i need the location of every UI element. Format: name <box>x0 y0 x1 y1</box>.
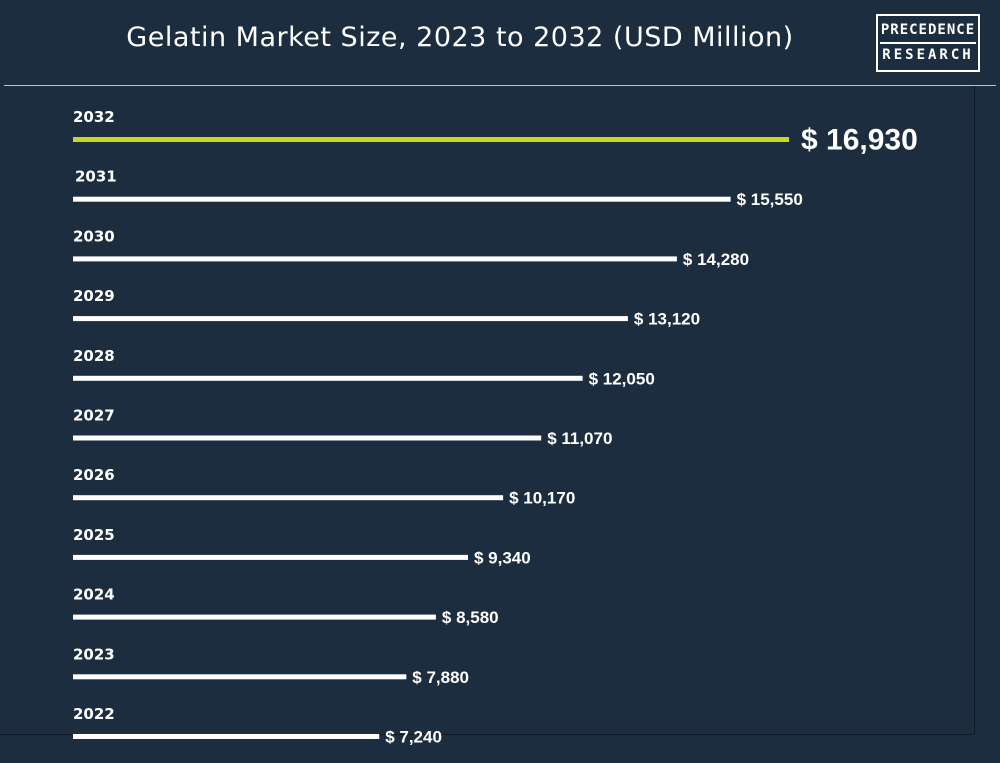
year-label-2029: 2029 <box>73 287 115 305</box>
logo-divider <box>880 42 976 44</box>
value-label-2030: $ 14,280 <box>683 250 749 269</box>
value-label-2025: $ 9,340 <box>474 548 531 567</box>
year-label-2027: 2027 <box>73 407 115 425</box>
value-label-2028: $ 12,050 <box>589 369 655 388</box>
logo-line-1: PRECEDENCE <box>880 22 976 38</box>
frame-bottom-edge <box>0 734 975 735</box>
bar-2024 <box>73 614 436 620</box>
value-label-2031: $ 15,550 <box>737 190 803 209</box>
year-label-2031: 2031 <box>75 168 117 186</box>
bar-2031 <box>73 196 731 202</box>
chart-title: Gelatin Market Size, 2023 to 2032 (USD M… <box>126 22 794 53</box>
year-label-2032: 2032 <box>73 108 115 126</box>
value-label-2032: $ 16,930 <box>801 124 918 157</box>
year-label-2026: 2026 <box>73 466 115 484</box>
title-divider <box>4 85 996 86</box>
bar-2030 <box>73 256 677 262</box>
logo-line-2: RESEARCH <box>882 47 974 63</box>
value-label-2029: $ 13,120 <box>634 310 700 329</box>
bar-2028 <box>73 375 583 381</box>
bar-2029 <box>73 316 628 322</box>
year-label-2023: 2023 <box>73 645 115 663</box>
year-label-2022: 2022 <box>73 705 115 723</box>
value-label-2024: $ 8,580 <box>442 608 499 627</box>
value-label-2026: $ 10,170 <box>509 489 575 508</box>
bar-2026 <box>73 495 504 501</box>
bar-2027 <box>73 435 542 441</box>
bar-2023 <box>73 674 407 680</box>
value-label-2027: $ 11,070 <box>547 429 612 448</box>
frame-right-edge <box>974 86 975 734</box>
value-label-2022: $ 7,240 <box>385 728 442 747</box>
year-label-2024: 2024 <box>73 586 115 604</box>
precedence-research-logo: PRECEDENCE RESEARCH <box>876 14 980 72</box>
year-label-2028: 2028 <box>73 347 115 365</box>
value-label-2023: $ 7,880 <box>412 668 469 687</box>
bar-2032 <box>73 137 789 142</box>
year-label-2025: 2025 <box>73 526 115 544</box>
bar-2025 <box>73 554 468 560</box>
year-label-2030: 2030 <box>73 227 115 245</box>
bar-2022 <box>73 734 380 739</box>
